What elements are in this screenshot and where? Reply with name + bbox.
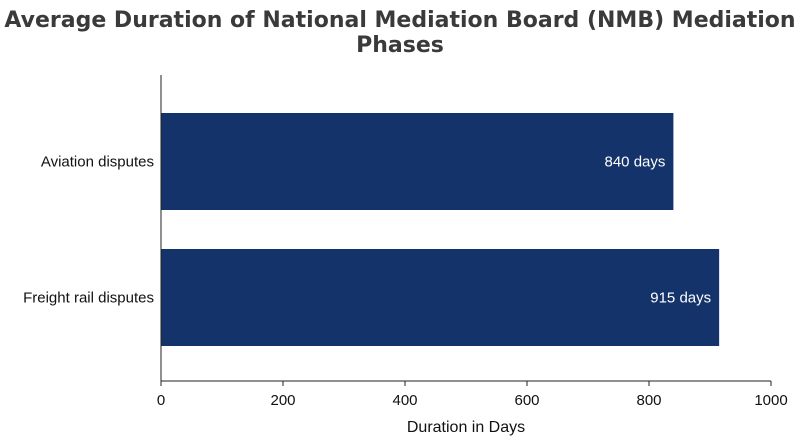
x-tick-label-3: 600	[514, 392, 539, 409]
x-tick-label-1: 200	[270, 392, 295, 409]
bar-0	[161, 113, 674, 210]
x-tick-label-0: 0	[157, 392, 165, 409]
data-label-1: 915 days	[650, 290, 711, 307]
x-axis-title: Duration in Days	[407, 419, 525, 436]
category-label-0: Aviation disputes	[41, 154, 154, 171]
x-tick-label-2: 400	[392, 392, 417, 409]
bar-1	[161, 249, 720, 346]
x-tick-label-4: 800	[636, 392, 661, 409]
data-label-0: 840 days	[605, 154, 666, 171]
x-tick-label-5: 1000	[754, 392, 787, 409]
chart-title: Average Duration of National Mediation B…	[4, 8, 796, 58]
category-label-1: Freight rail disputes	[23, 290, 154, 307]
